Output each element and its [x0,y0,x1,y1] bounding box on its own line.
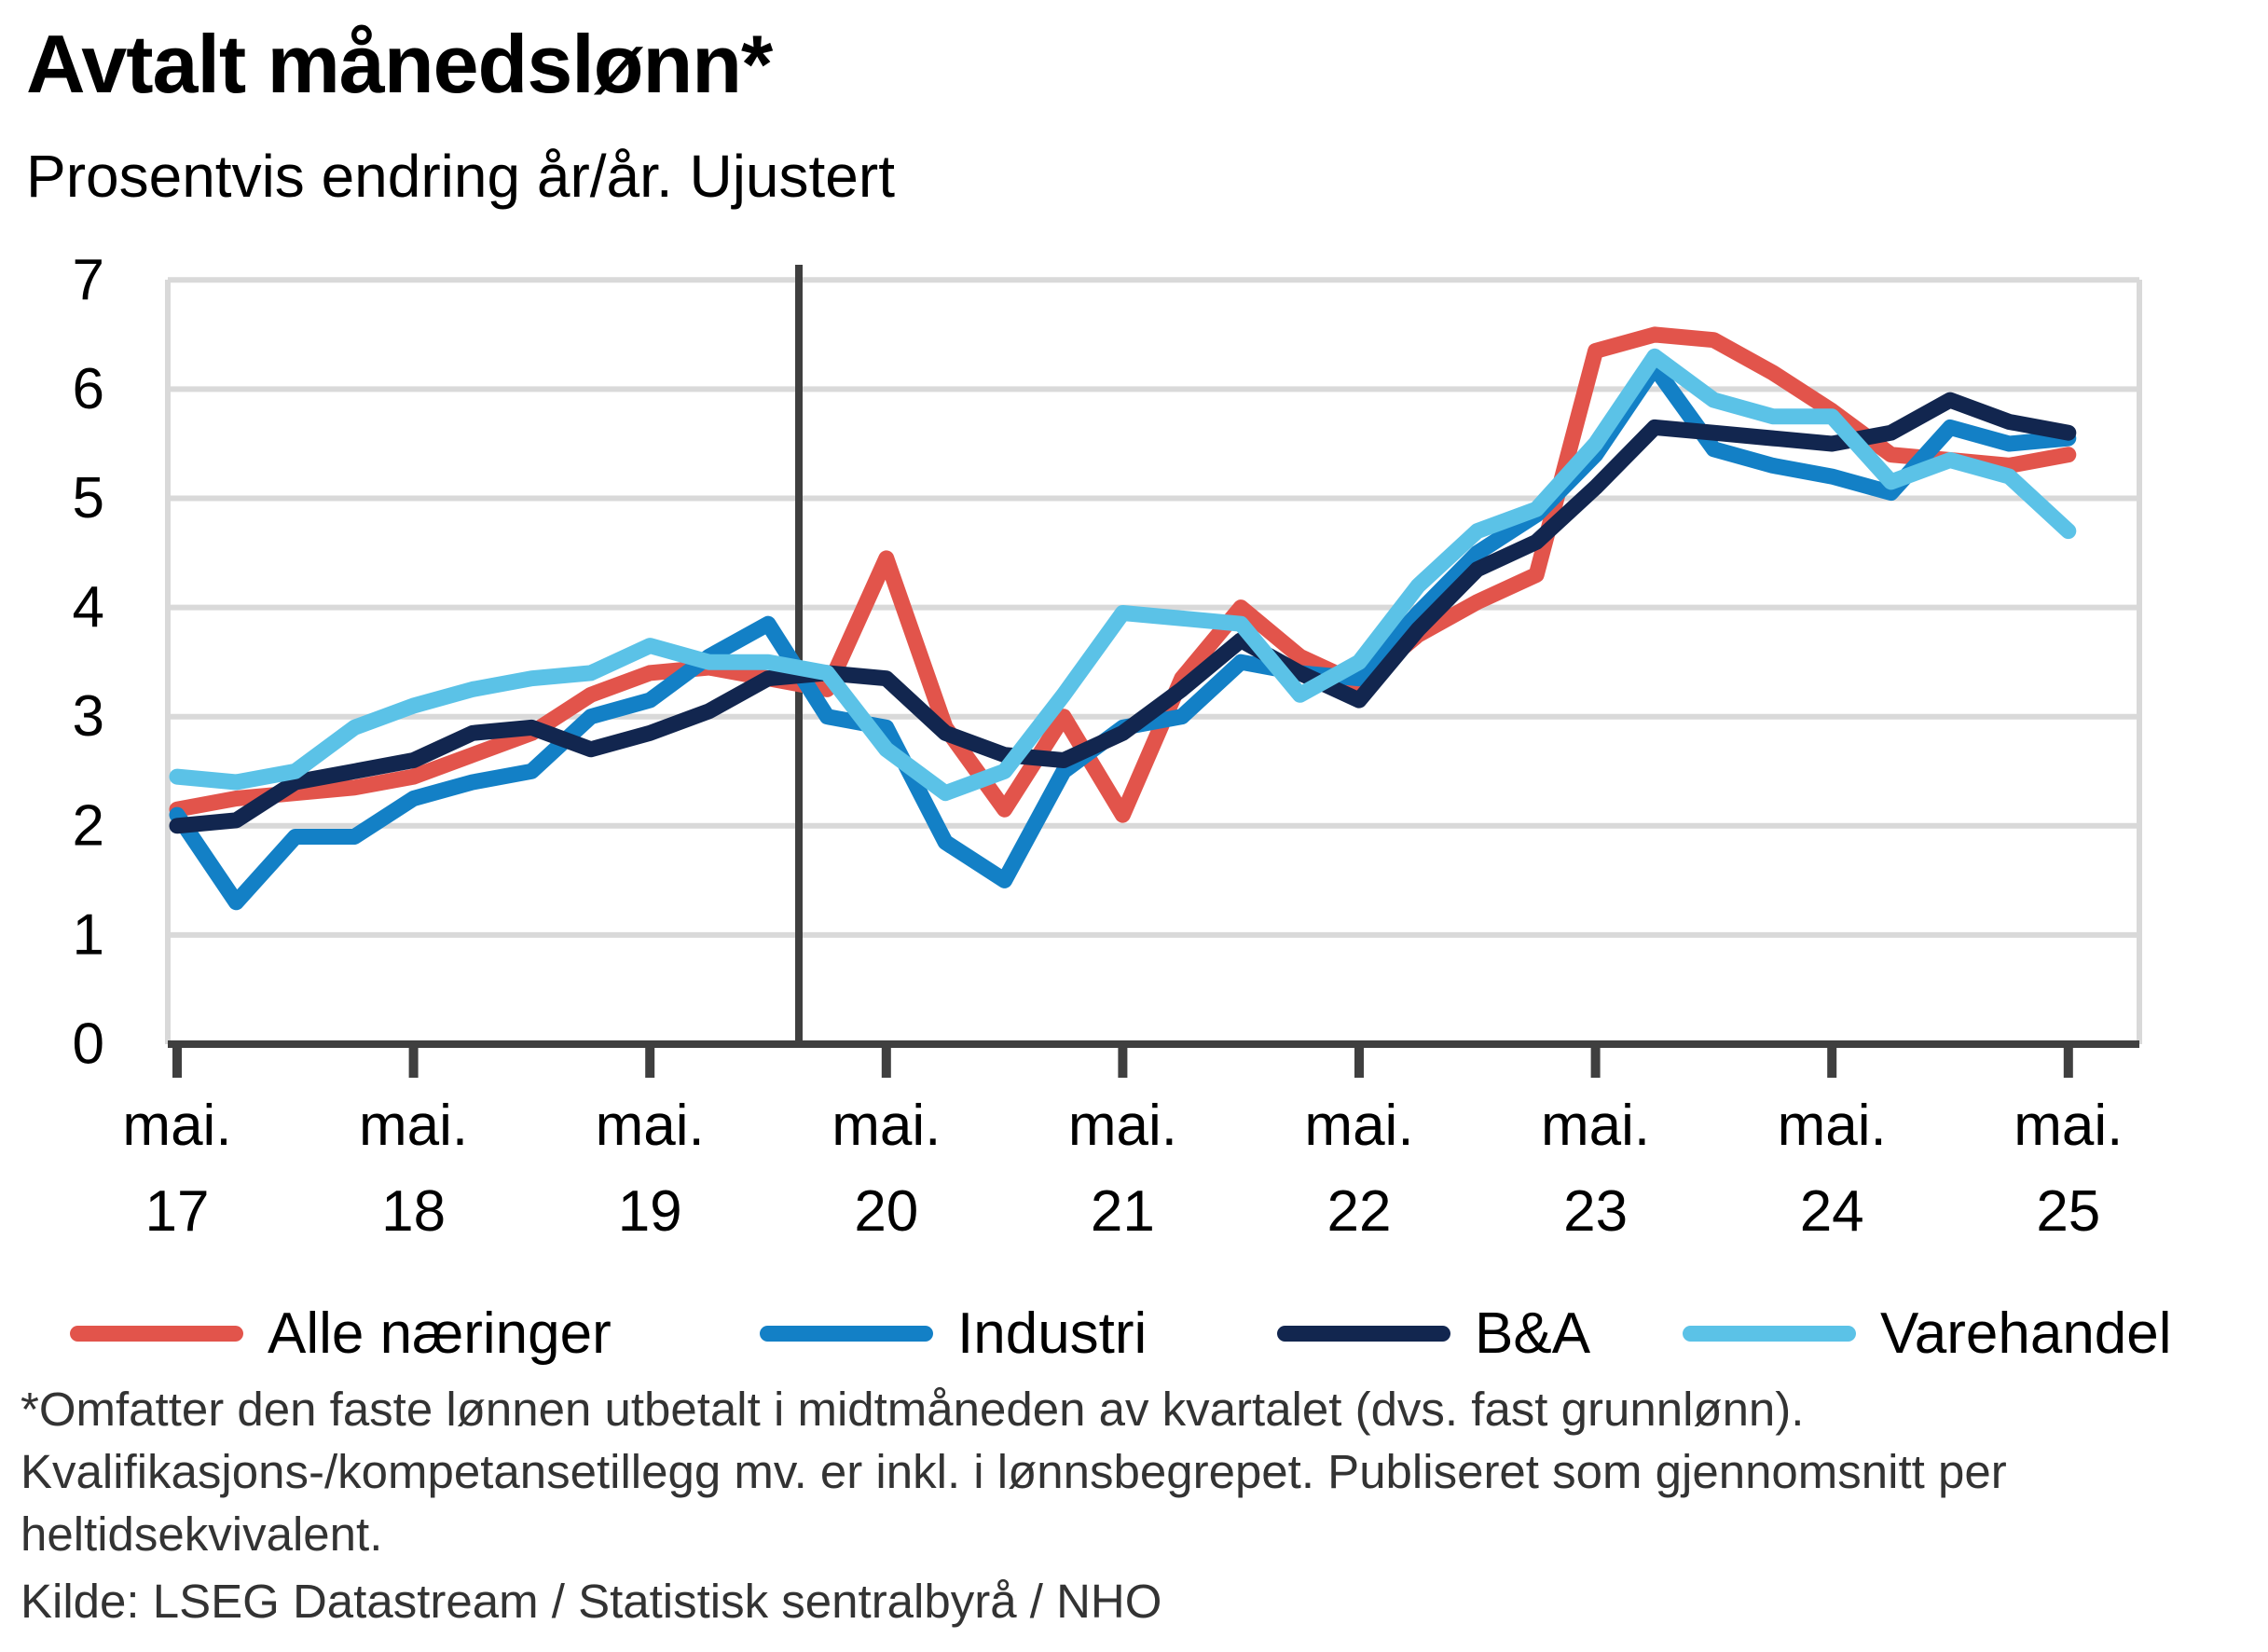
x-tick-label-month: mai. [359,1094,468,1158]
y-tick-label: 1 [73,902,104,967]
x-tick-label-month: mai. [1068,1094,1177,1158]
legend-item-varehandel: Varehandel [1683,1298,2172,1369]
x-tick-label-year: 19 [618,1179,682,1244]
x-tick-label-year: 18 [381,1179,446,1244]
footnote-line-3: heltidsekvivalent. [21,1507,383,1561]
y-axis-labels: 0 1 2 3 4 5 6 7 [73,248,104,1077]
legend-line-swatch-varehandel [1683,1325,1856,1342]
chart-legend: Alle næringer Industri B&A Varehandel [0,1298,2268,1369]
x-tick-label-month: mai. [596,1094,705,1158]
x-tick-label-month: mai. [1778,1094,1887,1158]
legend-label-alle-naeringer: Alle næringer [268,1301,612,1366]
legend-label-varehandel: Varehandel [1880,1301,2172,1366]
legend-label-industri: Industri [957,1301,1148,1366]
source-line: Kilde: LSEG Datastream / Statistisk sent… [21,1575,1162,1628]
series-line-ba [169,392,2077,834]
y-tick-label: 5 [73,466,104,530]
gridlines [165,277,2142,1044]
x-tick-label-month: mai. [1541,1094,1650,1158]
y-tick-label: 6 [73,357,104,421]
legend-line-swatch-ba [1277,1325,1450,1342]
x-tick-label-month: mai. [832,1094,941,1158]
chart-footnote: *Omfatter den faste lønnen utbetalt i mi… [21,1378,2258,1565]
wage-growth-line-chart: 01234567mai.17mai.18mai.19mai.20mai.21ma… [73,248,2142,1244]
x-tick-label-year: 22 [1327,1179,1392,1244]
legend-line-swatch-alle-naeringer [70,1325,243,1342]
chart-subtitle: Prosentvis endring år/år. Ujustert [26,143,895,210]
x-tick-label-month: mai. [2014,1094,2123,1158]
series-line-alle-naeringer [169,326,2077,823]
legend-label-ba: B&A [1475,1301,1591,1366]
legend-item-ba: B&A [1277,1298,1590,1369]
x-tick-label-year: 23 [1563,1179,1628,1244]
y-tick-label: 2 [73,793,104,858]
y-tick-label: 4 [73,575,104,640]
legend-line-swatch-industri [760,1325,933,1342]
x-tick-label-year: 25 [2036,1179,2100,1244]
series-line-varehandel [169,348,2077,802]
y-tick-label: 7 [73,248,104,312]
x-tick-label-month: mai. [122,1094,231,1158]
x-tick-label-year: 24 [1800,1179,1864,1244]
x-axis-labels: mai. 17 mai. 18 mai. 19 mai. 20 mai. 21 mai. 22 mai.… [122,1094,2123,1244]
y-tick-label: 3 [73,684,104,749]
chart-title: Avtalt månedslønn* [26,18,773,110]
y-tick-label: 0 [73,1012,104,1077]
legend-item-alle-naeringer: Alle næringer [70,1298,612,1369]
footnote-line-2: Kvalifikasjons-/kompetansetillegg mv. er… [21,1445,2007,1498]
x-tick-label-month: mai. [1304,1094,1413,1158]
x-tick-label-year: 17 [145,1179,210,1244]
footnote-line-1: *Omfatter den faste lønnen utbetalt i mi… [21,1383,1805,1436]
x-tick-label-year: 21 [1091,1179,1155,1244]
x-tick-label-year: 20 [854,1179,918,1244]
legend-item-industri: Industri [760,1298,1147,1369]
x-axis [168,1040,2139,1078]
